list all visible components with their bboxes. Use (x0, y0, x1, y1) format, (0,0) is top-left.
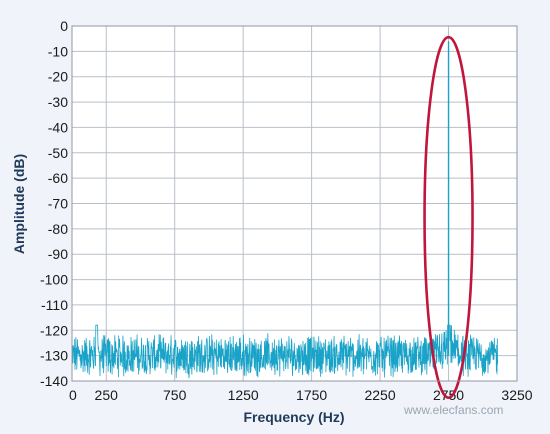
x-tick-label: 250 (95, 387, 119, 403)
x-tick-label: 0 (69, 387, 77, 403)
y-tick-label: -100 (40, 272, 68, 288)
y-tick-label: -130 (40, 348, 68, 364)
x-tick-label: 1250 (228, 387, 259, 403)
x-tick-label: 2750 (433, 387, 464, 403)
y-tick-label: -80 (48, 221, 68, 237)
y-tick-label: -20 (48, 69, 68, 85)
peak-annotation-ellipse (423, 35, 474, 399)
x-tick-labels: 0 250 750 1250 1750 2250 2750 3250 (69, 387, 533, 403)
y-tick-label: -40 (48, 119, 68, 135)
y-tick-label: -140 (40, 373, 68, 389)
y-tick-label: 0 (60, 18, 68, 34)
noise-floor-series (71, 324, 498, 379)
x-tick-label: 2250 (364, 387, 395, 403)
x-tick-label: 3250 (501, 387, 532, 403)
y-tick-label: -70 (48, 196, 68, 212)
y-tick-labels: 0 -10 -20 -30 -40 -50 -60 -70 -80 -90 -100 -110 -120… (40, 18, 68, 389)
y-tick-label: -30 (48, 94, 68, 110)
y-axis-label: Amplitude (dB) (11, 154, 27, 254)
x-axis-label: Frequency (Hz) (243, 409, 344, 425)
x-tick-label: 750 (163, 387, 187, 403)
watermark: www.elecfans.com (403, 403, 503, 417)
plot-border (71, 25, 518, 382)
y-tick-label: -90 (48, 246, 68, 262)
y-tick-label: -110 (41, 297, 68, 313)
y-tick-label: -10 (48, 43, 68, 59)
y-tick-label: -50 (48, 145, 68, 161)
y-tick-label: -60 (48, 170, 68, 186)
x-tick-label: 1750 (296, 387, 327, 403)
y-tick-label: -120 (40, 322, 68, 338)
